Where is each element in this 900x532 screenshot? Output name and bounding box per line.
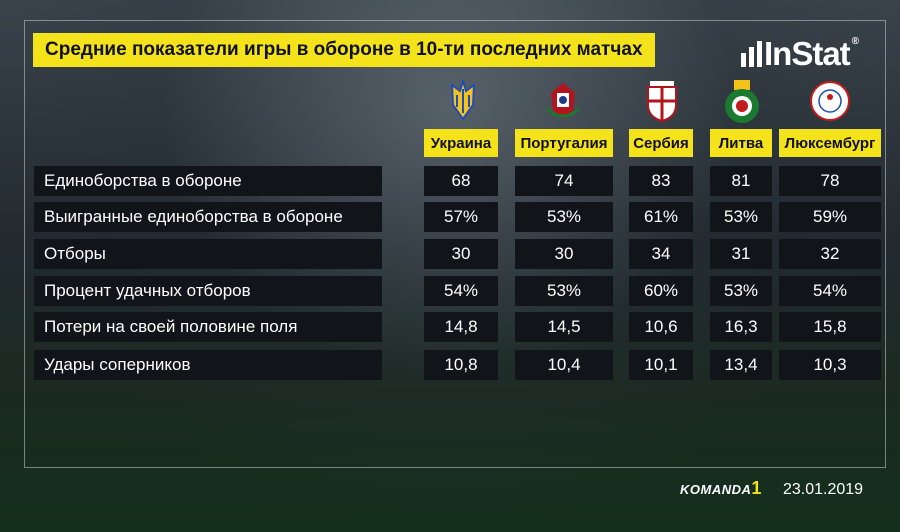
luxembourg-crest-icon	[808, 78, 852, 124]
page-title: Средние показатели игры в обороне в 10-т…	[33, 33, 655, 67]
value-cell: 61%	[629, 202, 693, 232]
value-cell: 34	[629, 239, 693, 269]
value-cell: 10,3	[779, 350, 881, 380]
row-label: Единоборства в обороне	[34, 166, 382, 196]
team-header-ukraine: Украина	[424, 129, 498, 157]
value-cell: 57%	[424, 202, 498, 232]
value-cell: 10,1	[629, 350, 693, 380]
value-cell: 54%	[424, 276, 498, 306]
value-cell: 53%	[515, 202, 613, 232]
value-cell: 74	[515, 166, 613, 196]
value-cell: 60%	[629, 276, 693, 306]
value-cell: 68	[424, 166, 498, 196]
value-cell: 78	[779, 166, 881, 196]
portugal-crest-icon	[541, 78, 585, 124]
row-label: Потери на своей половине поля	[34, 312, 382, 342]
ukraine-crest-icon	[441, 78, 485, 124]
value-cell: 53%	[710, 276, 772, 306]
komanda-logo: KOMANDA1	[680, 478, 762, 498]
instat-logo: InStat ®	[741, 35, 859, 72]
row-label: Выигранные единоборства в обороне	[34, 202, 382, 232]
value-cell: 14,8	[424, 312, 498, 342]
publication-date: 23.01.2019	[783, 481, 864, 498]
lithuania-crest-icon	[720, 78, 764, 124]
value-cell: 31	[710, 239, 772, 269]
value-cell: 81	[710, 166, 772, 196]
value-cell: 16,3	[710, 312, 772, 342]
value-cell: 10,6	[629, 312, 693, 342]
value-cell: 54%	[779, 276, 881, 306]
value-cell: 53%	[710, 202, 772, 232]
content-frame	[24, 20, 886, 468]
value-cell: 10,8	[424, 350, 498, 380]
instat-bars-icon	[741, 41, 762, 67]
value-cell: 15,8	[779, 312, 881, 342]
value-cell: 83	[629, 166, 693, 196]
instat-logo-text: InStat	[764, 35, 851, 72]
row-label: Процент удачных отборов	[34, 276, 382, 306]
value-cell: 14,5	[515, 312, 613, 342]
value-cell: 30	[424, 239, 498, 269]
value-cell: 13,4	[710, 350, 772, 380]
value-cell: 59%	[779, 202, 881, 232]
row-label: Удары соперников	[34, 350, 382, 380]
value-cell: 32	[779, 239, 881, 269]
value-cell: 30	[515, 239, 613, 269]
row-label: Отборы	[34, 239, 382, 269]
value-cell: 53%	[515, 276, 613, 306]
team-header-serbia: Сербия	[629, 129, 693, 157]
serbia-crest-icon	[640, 78, 684, 124]
team-header-luxembourg: Люксембург	[779, 129, 881, 157]
value-cell: 10,4	[515, 350, 613, 380]
team-header-lithuania: Литва	[710, 129, 772, 157]
team-header-portugal: Португалия	[515, 129, 613, 157]
